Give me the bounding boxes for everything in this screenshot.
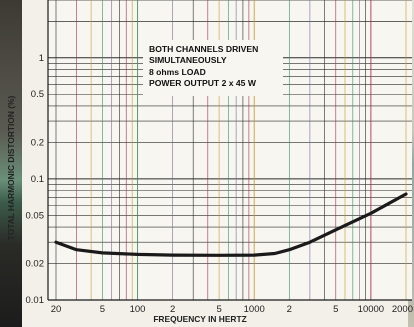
x-tick-label: 100: [130, 304, 146, 315]
thd-curve-line: [54, 192, 408, 257]
left-background-photo: [0, 0, 22, 327]
x-tick-label: 5: [216, 304, 221, 315]
x-tick-label: 2: [287, 304, 292, 315]
annotation-line-4: POWER OUTPUT 2 x 45 W: [149, 78, 257, 88]
y-tick-label: 0.5: [31, 89, 44, 100]
x-tick-label: 5: [333, 304, 338, 315]
y-tick-label: 0.01: [26, 295, 45, 306]
x-tick-label: 5: [100, 304, 105, 315]
x-tick-label: 2000: [392, 304, 413, 315]
y-tick-label: 0.02: [26, 259, 45, 270]
x-tick-label: 1000: [244, 304, 265, 315]
annotation-line-3: 8 ohms LOAD: [149, 67, 206, 77]
annotation-line-1: BOTH CHANNELS DRIVEN: [149, 44, 258, 54]
x-tick-label: 2: [170, 304, 175, 315]
thd-curve-layer: [54, 192, 408, 257]
y-tick-label: 0.2: [31, 137, 44, 148]
x-tick-label: 20: [51, 304, 62, 315]
x-axis-label: FREQUENCY IN HERTZ: [153, 314, 246, 324]
annotation-line-2: SIMULTANEOUSLY: [149, 55, 227, 65]
x-tick-label: 10000: [358, 304, 384, 315]
y-tick-label: 1: [39, 53, 44, 64]
y-axis-label: TOTAL HARMONIC DISTORTION (%): [6, 96, 16, 241]
y-tick-labels: 1 0.5 0.2 0.1 0.05 0.02 0.01: [26, 53, 45, 306]
x-tick-labels: 20 5 100 2 5 1000 2 5 10000 2000: [51, 304, 413, 315]
annotation-box: BOTH CHANNELS DRIVEN SIMULTANEOUSLY 8 oh…: [143, 40, 283, 96]
annotation-background: [143, 40, 283, 96]
y-tick-label: 0.1: [31, 174, 44, 185]
y-tick-label: 0.05: [26, 210, 45, 221]
